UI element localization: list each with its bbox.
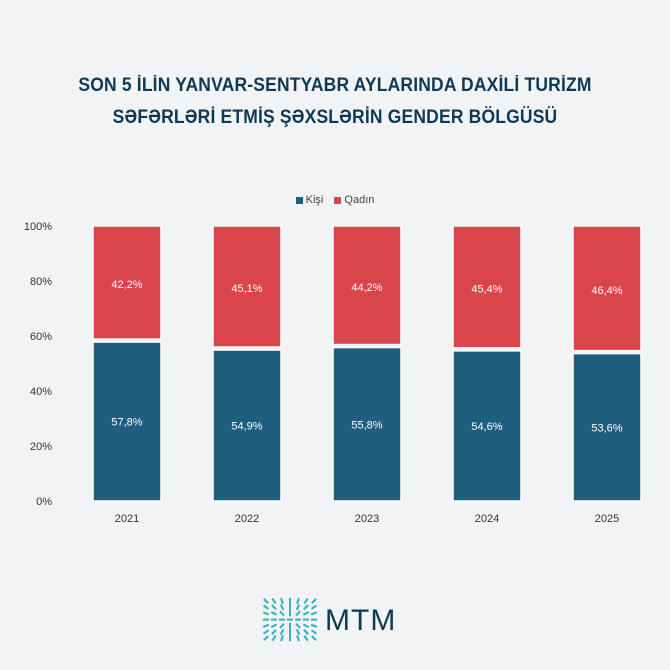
logo-dash	[279, 622, 285, 629]
logo-dash	[279, 628, 285, 636]
logo-dash	[279, 618, 285, 621]
logo-dash	[295, 604, 301, 611]
logo-dash	[271, 598, 277, 605]
logo-dash	[270, 623, 278, 629]
stacked-bar-chart: 0% 20% 40% 60% 80% 100% 57,8% 42,2% 2021 54,9% 45,…	[24, 221, 642, 525]
logo-dash	[302, 611, 310, 616]
logo-dash	[262, 611, 270, 616]
logo-dash	[288, 610, 292, 617]
logo-dash	[263, 635, 269, 642]
logo-dash	[303, 604, 309, 611]
bar-qadin-2024	[452, 225, 522, 349]
logo-dash	[311, 618, 317, 621]
y-tick-label: 100%	[24, 221, 52, 233]
logo-dash	[287, 618, 293, 621]
data-label: 45,4%	[471, 283, 502, 295]
bar-kisi-2024	[452, 350, 522, 502]
y-tick-label: 80%	[30, 276, 52, 288]
logo-dash	[288, 635, 292, 642]
y-tick-label: 0%	[36, 496, 52, 508]
x-tick-label: 2025	[595, 513, 619, 525]
data-label: 54,6%	[471, 421, 502, 433]
bar-qadin-2021	[92, 225, 162, 340]
data-label: 54,9%	[231, 421, 262, 433]
logo-dash	[288, 628, 292, 636]
data-label: 42,2%	[111, 279, 142, 291]
logo-dash	[310, 611, 318, 616]
logo-dash	[310, 623, 318, 628]
logo-dash	[310, 629, 318, 635]
x-tick-label: 2021	[115, 513, 139, 525]
logo-dash	[311, 635, 317, 642]
legend-item-kisi: Kişi	[295, 194, 324, 206]
logo-dash	[271, 629, 277, 635]
legend-label-qadin: Qadın	[344, 194, 375, 206]
x-tick-label: 2024	[475, 513, 499, 525]
legend: Kişi Qadın	[0, 194, 670, 206]
data-label: 55,8%	[351, 419, 382, 431]
logo-dash	[303, 635, 309, 642]
data-label: 46,4%	[591, 285, 622, 297]
logo-dash	[262, 629, 270, 635]
logo-dash	[262, 623, 270, 628]
logo-dash	[295, 618, 301, 621]
data-label: 53,6%	[591, 422, 622, 434]
logo-dash	[288, 598, 292, 605]
logo-dash	[303, 618, 309, 621]
logo-text: MTM	[325, 604, 397, 637]
data-label: 57,8%	[111, 417, 142, 429]
logo-dash	[296, 598, 300, 605]
data-label: 45,1%	[231, 283, 262, 295]
x-tick-label: 2023	[355, 513, 379, 525]
y-tick-label: 60%	[30, 331, 52, 343]
logo-dash	[302, 623, 310, 629]
logo-dash	[295, 622, 301, 629]
logo-dash	[271, 618, 277, 621]
logo-dash	[280, 598, 284, 605]
mtm-logo-icon	[262, 598, 318, 642]
x-tick-label: 2022	[235, 513, 259, 525]
bar-qadin-2022	[212, 225, 282, 348]
logo-dash	[263, 598, 269, 604]
bar-kisi-2022	[212, 349, 282, 502]
bar-qadin-2025	[572, 225, 642, 352]
bar-qadin-2023	[332, 225, 402, 346]
legend-swatch-kisi	[295, 196, 303, 204]
y-tick-label: 40%	[30, 386, 52, 398]
logo-dash	[270, 611, 278, 616]
logo-dash	[263, 618, 269, 621]
logo-dash	[288, 604, 292, 611]
legend-label-kisi: Kişi	[305, 194, 324, 206]
logo-dash	[280, 635, 284, 642]
logo-dash	[271, 635, 277, 642]
title-line-2: SƏFƏRLƏRİ ETMİŞ ŞƏXSLƏRİN GENDER BÖLGÜSÜ	[112, 107, 558, 128]
logo-dash	[262, 604, 270, 610]
logo-dash	[295, 628, 301, 636]
bar-kisi-2021	[92, 341, 162, 502]
logo-dash	[279, 610, 285, 617]
legend-swatch-qadin	[334, 196, 342, 204]
chart-title: SON 5 İLİN YANVAR-SENTYABR AYLARINDA DAX…	[27, 70, 643, 134]
bar-kisi-2023	[332, 346, 402, 502]
logo-dash	[311, 598, 317, 604]
logo-dash	[296, 635, 300, 642]
logo-dash	[310, 604, 318, 610]
logo-dash	[295, 610, 301, 617]
y-tick-label: 20%	[30, 441, 52, 453]
data-label: 44,2%	[351, 282, 382, 294]
title-line-1: SON 5 İLİN YANVAR-SENTYABR AYLARINDA DAX…	[78, 75, 592, 96]
logo-dash	[271, 604, 277, 611]
bar-kisi-2025	[572, 352, 642, 502]
logo-dash	[279, 604, 285, 611]
logo-dash	[303, 629, 309, 635]
legend-item-qadin: Qadın	[334, 194, 374, 206]
logo-dash	[303, 598, 309, 605]
logo-dash	[288, 622, 292, 629]
